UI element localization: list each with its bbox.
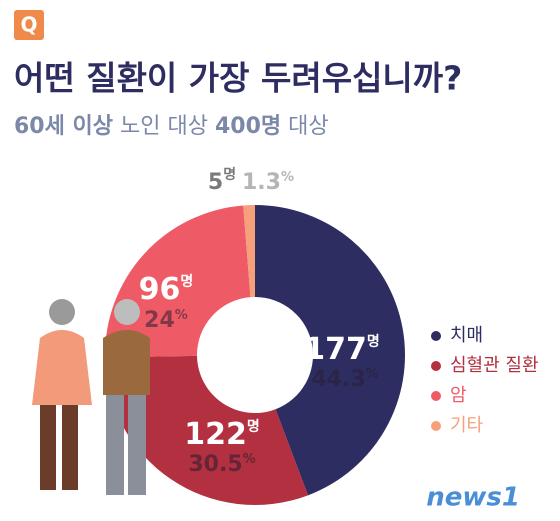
legend-marker	[431, 331, 441, 341]
donut-slice	[243, 205, 255, 298]
count-unit: 명	[223, 166, 236, 183]
subtitle-part: 400명	[215, 114, 281, 139]
percent-value: 44.3	[311, 367, 365, 392]
percent-unit: %	[175, 308, 188, 323]
elderly-illustration	[32, 299, 150, 495]
percent-label: 44.3%	[311, 367, 378, 393]
percent-value: 1.3	[242, 170, 281, 195]
legend-marker	[431, 391, 441, 401]
count-unit: 명	[367, 333, 380, 350]
legend-label: 기타	[450, 415, 484, 436]
count-value: 177	[304, 332, 367, 367]
count-label: 5명	[208, 166, 236, 195]
head	[114, 299, 140, 325]
count-value: 5	[208, 170, 223, 195]
logo: news1	[426, 483, 520, 513]
legend-marker	[431, 361, 441, 371]
chart-title: 어떤 질환이 가장 두려우십니까?	[14, 59, 462, 98]
count-label: 177명	[304, 332, 380, 367]
legend-label: 치매	[450, 325, 483, 346]
leg	[106, 395, 124, 495]
count-value: 96	[139, 272, 181, 307]
percent-label: 1.3%	[242, 170, 294, 196]
percent-label: 30.5%	[188, 452, 255, 478]
percent-unit: %	[281, 170, 294, 185]
badge: Q	[20, 13, 37, 37]
legend-label: 심혈관 질환	[450, 355, 539, 376]
count-label: 122명	[184, 417, 260, 452]
legend-label: 암	[450, 385, 467, 406]
subtitle-part: 노인 대상	[113, 114, 215, 139]
legend-marker	[431, 421, 441, 431]
count-value: 122	[184, 417, 247, 452]
percent-unit: %	[366, 367, 379, 382]
badge-box	[14, 10, 44, 40]
percent-unit: %	[243, 452, 256, 467]
leg	[62, 405, 78, 490]
body	[32, 330, 92, 405]
subtitle-part: 60세 이상	[14, 114, 113, 139]
leg	[128, 395, 146, 495]
subtitle-part: 대상	[281, 114, 328, 139]
leg	[40, 405, 56, 490]
subtitle: 60세 이상 노인 대상 400명 대상	[14, 114, 329, 139]
count-unit: 명	[247, 418, 260, 435]
head	[49, 299, 75, 325]
percent-value: 24	[144, 308, 175, 333]
count-label: 96명	[139, 272, 194, 307]
donut-slice	[105, 205, 251, 358]
percent-label: 24%	[144, 308, 188, 334]
body	[103, 330, 150, 395]
count-unit: 명	[180, 273, 193, 290]
percent-value: 30.5	[188, 452, 242, 477]
donut-slice	[105, 355, 309, 505]
donut-slice	[255, 204, 406, 496]
